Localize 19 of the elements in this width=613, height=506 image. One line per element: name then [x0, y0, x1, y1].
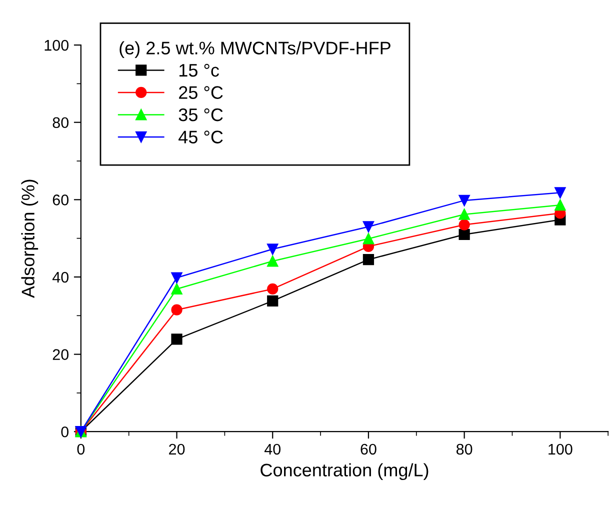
- legend-label: 35 °C: [178, 108, 223, 122]
- legend-label: 25 °C: [179, 86, 223, 99]
- legend-title: (e) 2.5 wt.% MWCNTs/PVDF-HFP: [120, 41, 390, 58]
- x-tick-label: 100: [548, 444, 572, 455]
- x-tick-label: 80: [456, 444, 472, 455]
- x-tick-label: 60: [360, 444, 376, 455]
- y-tick-label: 60: [52, 194, 69, 206]
- y-tick-label: 20: [52, 349, 69, 360]
- x-tick-label: 0: [77, 444, 85, 455]
- legend-label: 45 °C: [178, 130, 223, 144]
- y-tick-label: 100: [44, 40, 69, 51]
- y-axis-title: Adsorption (%): [21, 180, 38, 298]
- x-tick-label: 40: [264, 444, 281, 455]
- x-tick-label: 20: [169, 444, 185, 455]
- x-axis-title: Concentration (mg/L): [260, 463, 428, 480]
- y-tick-label: 0: [61, 426, 69, 438]
- y-tick-label: 80: [52, 117, 69, 128]
- legend-label: 15 °c: [180, 64, 219, 77]
- y-tick-label: 40: [52, 272, 69, 283]
